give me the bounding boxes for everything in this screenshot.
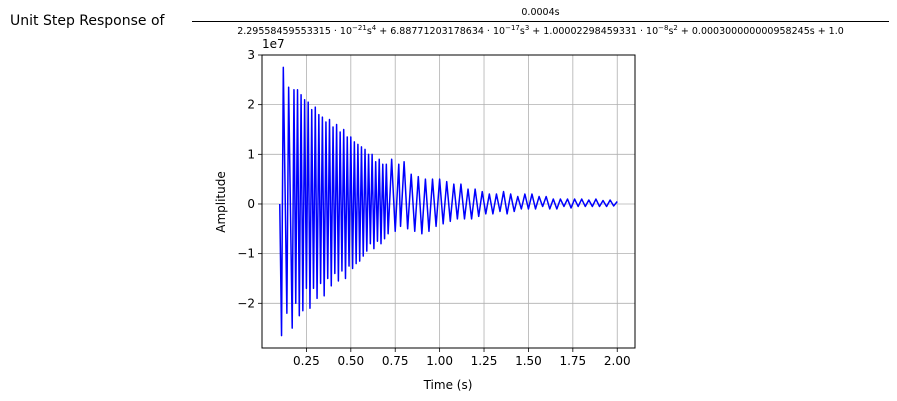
y-tick-label: 2 [247,98,255,112]
x-tick-label: 2.00 [604,354,631,368]
transfer-function-fraction: 0.0004s 2.29558459553315 · 10−21s4 + 6.8… [192,0,889,48]
den-pow-p4: 4 [371,24,377,32]
y-axis-ticks: −2 −1 0 1 2 3 [237,48,262,310]
x-tick-label: 1.75 [559,354,586,368]
x-tick-label: 0.50 [337,354,364,368]
x-axis-label: Time (s) [423,378,473,392]
fraction-bar [192,21,889,22]
series-layer [279,66,618,337]
fraction-denominator: 2.29558459553315 · 10−21s4 + 6.887712031… [192,24,889,37]
chart-title: Unit Step Response of 0.0004s 2.29558459… [0,0,897,48]
x-tick-label: 1.25 [471,354,498,368]
den-pow-p3: 3 [524,24,530,32]
den-term-c4: 2.29558459553315 · 10 [237,26,353,38]
den-var-s4: s [366,26,372,38]
den-var-s2: s [668,26,674,38]
den-pow-p2: 2 [673,24,678,32]
step-response-line [279,66,618,337]
y-tick-label: −1 [237,247,255,261]
x-tick-label: 1.50 [515,354,542,368]
title-prefix: Unit Step Response of [10,13,165,29]
den-var-s3: s [519,26,525,38]
y-tick-label: 0 [247,197,255,211]
den-exp-e3: −17 [505,24,520,32]
y-tick-label: −2 [237,296,255,310]
den-exp-e4: −21 [352,24,367,32]
den-term-c1: + 0.000300000000958245s + 1.0 [677,26,844,38]
den-exp-e2: −8 [658,24,669,32]
x-axis-ticks: 0.25 0.50 0.75 1.00 1.25 1.50 1.75 2.00 [293,348,631,368]
y-tick-label: 1 [247,147,255,161]
x-tick-label: 1.00 [426,354,453,368]
y-offset-label: 1e7 [262,37,285,51]
den-term-c3: + 6.88771203178634 · 10 [376,26,506,38]
x-tick-label: 0.25 [293,354,320,368]
plot-frame [261,54,636,349]
fraction-numerator: 0.0004s [521,7,560,18]
x-tick-label: 0.75 [382,354,409,368]
y-tick-label: 3 [247,48,255,62]
y-axis-label: Amplitude [214,171,228,233]
den-term-c2: + 1.00002298459331 · 10 [529,26,659,38]
